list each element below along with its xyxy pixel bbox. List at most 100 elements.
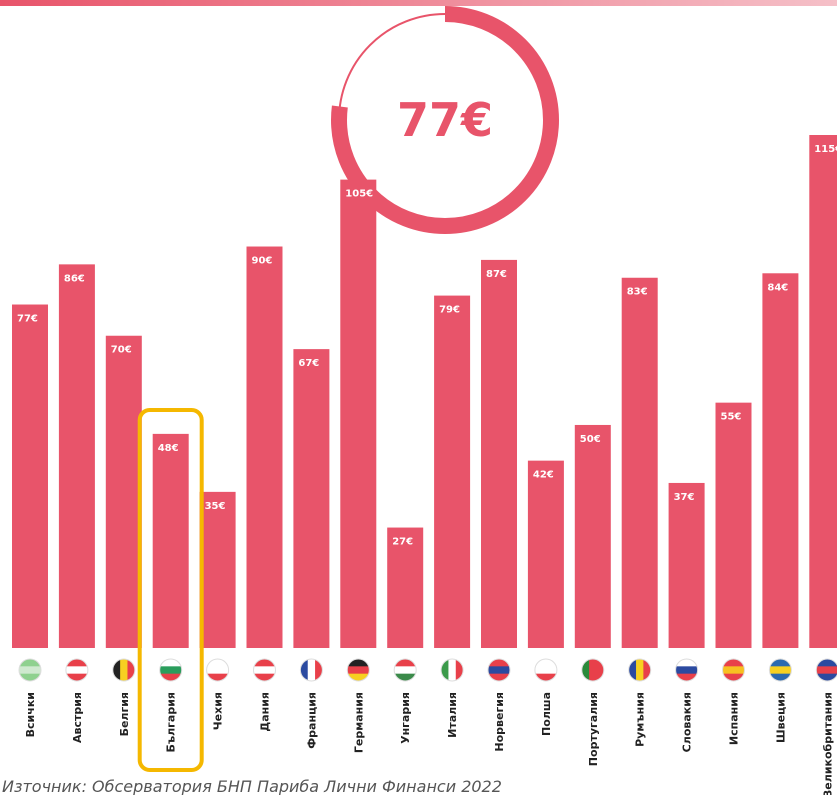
flag-stripe	[816, 659, 837, 667]
flag-stripe	[441, 659, 449, 681]
flag-rim	[112, 658, 136, 682]
x-tick-label: Италия	[446, 692, 459, 738]
flag-stripe	[253, 659, 276, 667]
value-label: 55€	[721, 412, 742, 423]
value-label: 48€	[158, 443, 179, 454]
flag-stripe	[722, 659, 745, 667]
flag-stripe	[347, 666, 370, 675]
value-label: 50€	[580, 434, 601, 445]
flag-stripe	[206, 673, 229, 681]
flag-stripe	[636, 659, 644, 681]
flag-stripe	[628, 659, 637, 681]
flag-stripe	[159, 666, 182, 675]
flag	[534, 659, 557, 681]
flag-stripe	[347, 673, 370, 681]
flag-rim	[581, 658, 605, 682]
x-tick-label: Румъния	[634, 692, 647, 747]
flag-stripe	[722, 666, 745, 675]
flag-rim	[722, 658, 745, 682]
flag-stripe	[253, 666, 276, 675]
flag-stripe	[65, 659, 88, 667]
bar	[762, 273, 799, 648]
bar	[621, 277, 658, 648]
flag-rim	[299, 658, 323, 682]
flag-rim	[487, 658, 511, 682]
flag	[769, 659, 792, 681]
bar	[527, 460, 564, 648]
bar	[58, 264, 95, 648]
flag-rim	[815, 658, 837, 682]
bar	[809, 135, 837, 648]
flag-stripe	[488, 673, 510, 681]
x-tick-label: Великобритания	[821, 692, 834, 795]
value-label: 27€	[392, 537, 413, 548]
x-tick-label: Норвегия	[493, 692, 506, 752]
flag	[394, 659, 417, 681]
x-tick-label: България	[165, 692, 178, 753]
ring-value	[331, 6, 559, 234]
flag-rim	[440, 658, 464, 682]
bar	[246, 246, 283, 649]
flag	[628, 659, 651, 681]
bar	[12, 304, 48, 648]
flag-stripe	[675, 673, 698, 681]
flag-stripe	[816, 666, 837, 675]
x-tick-label: Дания	[259, 692, 272, 732]
flag-stripe	[300, 659, 309, 681]
flag-stripe	[394, 666, 417, 675]
flag-stripe	[65, 673, 88, 681]
flag-stripe	[589, 659, 597, 681]
value-label: 70€	[111, 345, 132, 356]
flag-rim	[768, 658, 792, 682]
x-tick-label: Швеция	[774, 692, 787, 743]
highlight-box	[137, 408, 204, 772]
flag-stripe	[19, 666, 41, 675]
flag-stripe	[65, 666, 88, 675]
flag-stripe	[769, 659, 792, 667]
flag-stripe	[769, 673, 792, 681]
x-tick-label: Чехия	[212, 692, 225, 730]
flag-stripe	[159, 659, 182, 667]
source: Източник: Обсерватория БНП Париба Лични …	[2, 777, 502, 795]
flag-stripe	[534, 673, 557, 681]
x-tick-label: Германия	[352, 692, 365, 753]
bar	[574, 424, 611, 648]
x-tick-label: Словакия	[681, 692, 694, 752]
flag	[488, 659, 510, 681]
value-label: 105€	[345, 189, 373, 200]
ring-label: 77€	[397, 93, 493, 147]
flag-stripe	[581, 659, 590, 681]
flag-stripe	[112, 659, 121, 681]
flag-stripe	[127, 659, 135, 681]
flag-stripe	[120, 659, 128, 681]
bar	[715, 402, 752, 648]
value-label: 90€	[252, 256, 273, 267]
flag-stripe	[534, 659, 557, 667]
flag-rim	[253, 658, 276, 682]
bar	[668, 482, 705, 648]
flag-stripe	[315, 659, 323, 681]
flag-stripe	[722, 673, 745, 681]
flag-rim	[628, 658, 652, 682]
bar	[152, 433, 189, 648]
flag-stripe	[448, 659, 457, 681]
bar	[434, 295, 471, 648]
flag-stripe	[816, 673, 837, 681]
flag	[816, 659, 837, 681]
flag-stripe	[675, 659, 698, 667]
x-tick-label: Франция	[305, 692, 318, 749]
flag-rim	[18, 658, 42, 682]
flag-stripe	[19, 673, 41, 681]
flag-stripe	[455, 659, 464, 681]
flag-stripe	[253, 673, 276, 681]
value-label: 83€	[627, 287, 648, 298]
flag	[112, 659, 135, 681]
flag-stripe	[206, 659, 229, 667]
flag-stripe	[394, 659, 417, 667]
flag	[159, 659, 182, 681]
flag	[722, 659, 745, 681]
flag-rim	[159, 658, 183, 682]
flag-rim	[206, 658, 230, 682]
value-label: 79€	[439, 305, 460, 316]
